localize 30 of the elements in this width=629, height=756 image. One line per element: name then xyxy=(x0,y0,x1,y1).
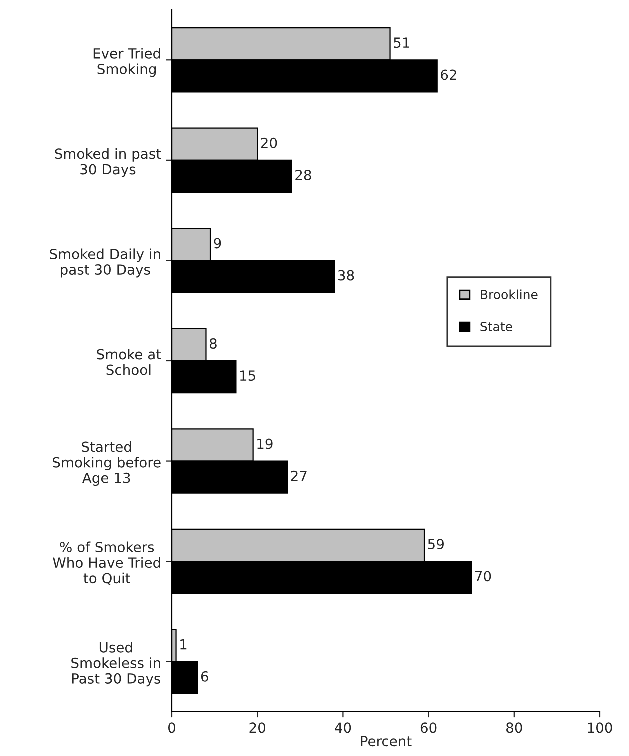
data-label: 27 xyxy=(291,470,307,482)
data-label: 28 xyxy=(296,170,312,181)
data-label: 1 xyxy=(180,640,187,650)
y-tick-label: Smoke at School xyxy=(97,349,162,376)
x-axis-title: Percent xyxy=(361,736,412,747)
legend-label: State xyxy=(480,322,512,332)
y-tick-label: % of Smokers Who Have Tried to Quit xyxy=(53,542,160,586)
data-label: 15 xyxy=(240,370,256,382)
x-tick-label: 40 xyxy=(335,722,352,734)
data-label: 9 xyxy=(214,238,222,249)
x-tick-label: 100 xyxy=(588,722,612,734)
x-tick-label: 0 xyxy=(168,722,176,734)
data-label: 8 xyxy=(210,338,217,349)
data-label: 62 xyxy=(441,70,456,80)
data-label: 20 xyxy=(261,138,278,148)
data-label: 19 xyxy=(258,438,273,450)
y-tick-label: Smoked Daily in past 30 Days xyxy=(50,248,160,278)
x-tick-label: 20 xyxy=(250,722,266,734)
y-tick-label: Ever Tried Smoking xyxy=(94,48,160,78)
legend-label: Brookline xyxy=(481,290,538,300)
y-tick-label: Used Smokeless in Past 30 Days xyxy=(72,642,161,687)
x-tick-label: 80 xyxy=(506,722,522,734)
x-tick-label: 60 xyxy=(420,722,437,734)
y-tick-label: Smoked in past 30 Days xyxy=(55,148,162,178)
data-label: 38 xyxy=(338,270,354,281)
data-label: 6 xyxy=(201,671,208,682)
data-label: 70 xyxy=(476,571,492,582)
data-label: 59 xyxy=(428,539,444,550)
data-label: 51 xyxy=(394,38,410,48)
y-tick-label: Started Smoking before Age 13 xyxy=(53,442,161,486)
